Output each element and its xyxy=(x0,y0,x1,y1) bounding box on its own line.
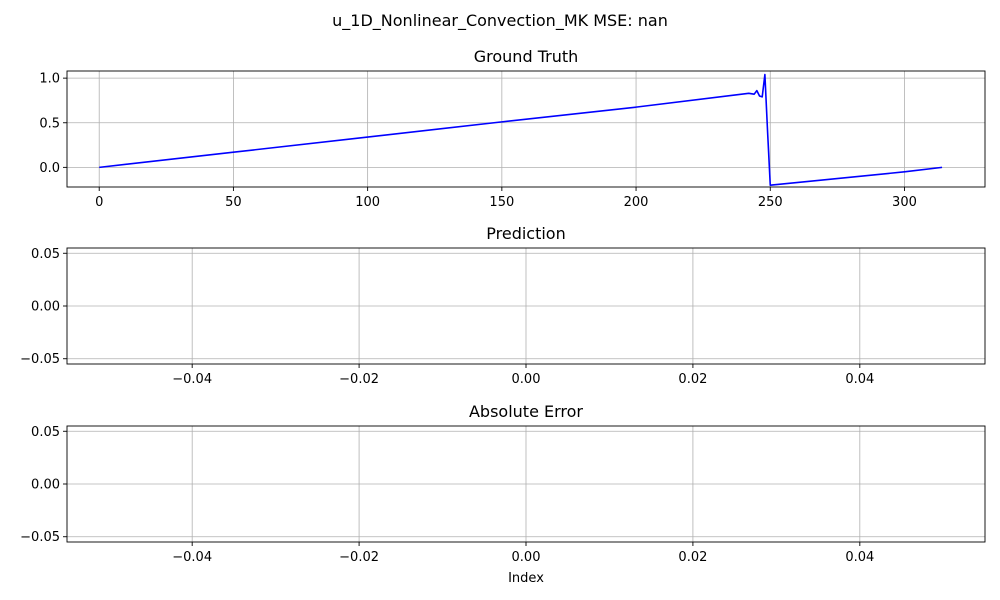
y-tick-label: 0.00 xyxy=(31,300,60,315)
subplot-2: Prediction −0.04 −0.02 0.00 0.02 0.04 −0.05 0.0… xyxy=(20,224,986,387)
x-tick-label: 0.00 xyxy=(512,550,541,565)
subplot-3: Absolute Error −0.04 −0.02 0.00 0.02 0.04 −0.0… xyxy=(20,402,986,586)
x-tick-label: 0.02 xyxy=(678,550,707,565)
x-tick-label: −0.04 xyxy=(172,550,212,565)
x-tick-label: 100 xyxy=(355,195,380,210)
x-tick-label: 0.04 xyxy=(845,372,874,387)
x-tick-label: 50 xyxy=(225,195,242,210)
y-tick-label: 0.0 xyxy=(39,161,60,176)
axes-frame xyxy=(66,70,986,188)
x-tick-label: 250 xyxy=(758,195,783,210)
subplot-title: Absolute Error xyxy=(469,402,583,421)
subplot-title: Prediction xyxy=(486,224,565,243)
y-tick-label: 0.00 xyxy=(31,478,60,493)
subplot-title: Ground Truth xyxy=(474,47,579,66)
figure-suptitle: u_1D_Nonlinear_Convection_MK MSE: nan xyxy=(332,11,668,31)
y-tick-label: 0.5 xyxy=(39,116,60,131)
x-tick-label: 0.04 xyxy=(845,550,874,565)
x-tick-label: 0.02 xyxy=(678,372,707,387)
y-tick-label: 0.05 xyxy=(31,247,60,262)
x-axis-label: Index xyxy=(508,571,544,586)
y-tick-label: 0.05 xyxy=(31,425,60,440)
x-tick-label: 300 xyxy=(892,195,917,210)
x-tick-label: 200 xyxy=(624,195,649,210)
x-tick-label: 0 xyxy=(95,195,103,210)
x-tick-label: −0.04 xyxy=(172,372,212,387)
y-tick-label: 1.0 xyxy=(39,72,60,87)
y-tick-label: −0.05 xyxy=(20,352,60,367)
x-tick-label: −0.02 xyxy=(339,372,379,387)
subplot-1: Ground Truth 0 50 100 150 200 250 300 0.0 0.5 1.0 xyxy=(39,47,986,210)
y-tick-label: −0.05 xyxy=(20,530,60,545)
x-tick-label: 0.00 xyxy=(512,372,541,387)
x-tick-label: −0.02 xyxy=(339,550,379,565)
series-line-1 xyxy=(99,73,943,187)
x-tick-label: 150 xyxy=(489,195,514,210)
